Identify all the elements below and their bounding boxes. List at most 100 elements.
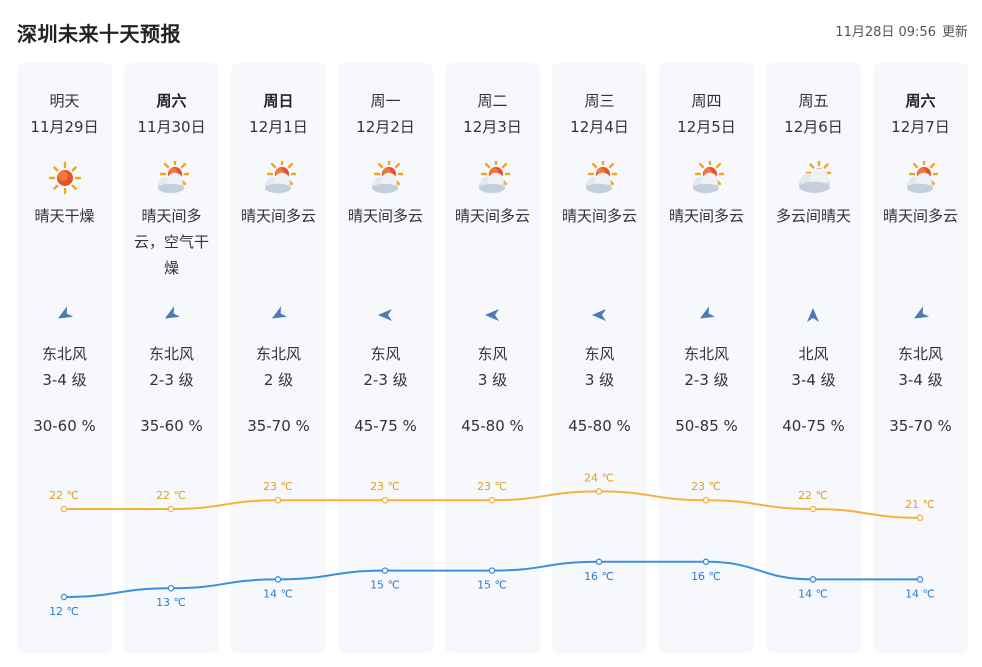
weekday-label: 周日 <box>263 92 294 110</box>
high-temp-label: 22 ℃ <box>49 489 79 502</box>
low-temp-point <box>60 593 68 601</box>
update-info: 11月28日 09:56 更新 <box>829 21 968 40</box>
humidity: 45-75 % <box>354 417 417 435</box>
date-label: 11月29日 <box>30 118 99 136</box>
forecast-day-card: 周一 12月2日 晴天间多云 东风 2-3 级 45-75 % <box>338 63 433 653</box>
humidity: 35-70 % <box>247 417 310 435</box>
weather-description: 晴天间多云 <box>347 207 423 225</box>
low-temp-point <box>488 567 496 574</box>
high-temp-point <box>702 496 710 504</box>
high-temp-point <box>809 505 817 513</box>
wind-direction: 东北风 <box>255 345 301 363</box>
high-temp-point <box>60 505 68 513</box>
low-temp-label: 14 ℃ <box>263 587 293 600</box>
partly-cloudy-icon <box>904 158 940 195</box>
forecast-day-card: 周四 12月5日 晴天间多云 东北风 2-3 级 50-85 % <box>659 63 754 653</box>
date-label: 12月1日 <box>249 118 308 136</box>
date-label: 12月7日 <box>891 118 950 136</box>
wind-level: 2 级 <box>263 371 294 389</box>
update-label: 更新 <box>941 25 968 40</box>
date-label: 11月30日 <box>137 118 206 136</box>
partly-cloudy-icon <box>155 158 191 195</box>
wind-direction: 东风 <box>370 345 401 363</box>
high-temp-label: 24 ℃ <box>584 471 614 484</box>
high-temp-point <box>167 505 175 513</box>
high-temp-point <box>381 496 389 504</box>
humidity: 45-80 % <box>568 417 631 435</box>
humidity: 50-85 % <box>675 417 738 435</box>
wind-direction: 东北风 <box>683 345 729 363</box>
wind-level: 3 级 <box>584 371 615 389</box>
high-temp-label: 22 ℃ <box>156 489 186 502</box>
low-temp-label: 12 ℃ <box>49 605 79 618</box>
wind-level: 3-4 级 <box>791 371 836 389</box>
forecast-day-card: 周三 12月4日 晴天间多云 东风 3 级 45-80 % <box>552 63 647 653</box>
forecast-day-card: 周六 11月30日 晴天间多云，空气干燥 东北风 2-3 级 35-60 % <box>124 63 219 653</box>
low-temp-label: 13 ℃ <box>156 596 186 609</box>
high-temp-point <box>595 488 603 495</box>
forecast-day-card: 明天 11月29日 晴天干燥 东北风 3-4 级 30-60 % <box>17 63 112 653</box>
wind-direction: 北风 <box>798 345 829 363</box>
weather-description: 晴天间多云，空气干燥 <box>133 207 209 277</box>
partly-cloudy-icon <box>690 158 726 195</box>
date-label: 12月2日 <box>356 118 415 136</box>
wind-direction: 东风 <box>477 345 508 363</box>
weather-description: 晴天干燥 <box>34 207 95 225</box>
wind-level: 3 级 <box>477 371 508 389</box>
wind-level: 2-3 级 <box>363 371 408 389</box>
wind-arrow-north-icon <box>803 305 823 325</box>
weather-description: 晴天间多云 <box>882 207 958 225</box>
low-temp-point <box>167 584 175 592</box>
wind-arrow-northeast-icon <box>910 305 930 325</box>
date-label: 12月6日 <box>784 118 843 136</box>
wind-direction: 东北风 <box>897 345 943 363</box>
high-temp-label: 23 ℃ <box>691 480 721 493</box>
partly-cloudy-icon <box>369 158 405 195</box>
wind-arrow-northeast-icon <box>161 305 181 325</box>
forecast-day-card: 周五 12月6日 多云间晴天 北风 3-4 级 40-75 % <box>766 63 861 653</box>
partly-cloudy-icon <box>476 158 512 195</box>
partly-cloudy-icon <box>262 158 298 195</box>
low-temp-point <box>809 576 817 583</box>
low-temp-point <box>702 558 710 566</box>
weekday-label: 周二 <box>477 92 508 110</box>
wind-arrow-east-icon <box>589 305 609 325</box>
high-temp-label: 23 ℃ <box>477 480 507 493</box>
humidity: 45-80 % <box>461 417 524 435</box>
wind-arrow-northeast-icon <box>696 305 716 325</box>
low-temp-point <box>916 576 924 583</box>
high-temp-line <box>63 490 921 519</box>
weekday-label: 周三 <box>584 92 615 110</box>
low-temp-label: 14 ℃ <box>798 587 828 600</box>
weekday-label: 周五 <box>798 92 829 110</box>
wind-arrow-east-icon <box>375 305 395 325</box>
high-temp-point <box>916 514 924 522</box>
wind-level: 3-4 级 <box>898 371 943 389</box>
weather-description: 晴天间多云 <box>561 207 637 225</box>
high-temp-point <box>274 496 282 504</box>
low-temp-label: 16 ℃ <box>584 570 614 583</box>
weekday-label: 周六 <box>156 92 187 110</box>
low-temp-label: 15 ℃ <box>477 579 507 592</box>
forecast-day-card: 周二 12月3日 晴天间多云 东风 3 级 45-80 % <box>445 63 540 653</box>
low-temp-point <box>274 576 282 583</box>
low-temp-label: 16 ℃ <box>691 570 721 583</box>
wind-arrow-east-icon <box>482 305 502 325</box>
cloudy-sunny-icon <box>797 159 833 195</box>
weekday-label: 明天 <box>49 92 80 110</box>
high-temp-point <box>488 496 496 504</box>
date-label: 12月3日 <box>463 118 522 136</box>
high-temp-label: 22 ℃ <box>798 489 828 502</box>
low-temp-label: 15 ℃ <box>370 579 400 592</box>
wind-level: 3-4 级 <box>42 371 87 389</box>
wind-arrow-northeast-icon <box>268 305 288 325</box>
humidity: 35-70 % <box>889 417 952 435</box>
low-temp-point <box>381 567 389 574</box>
update-time: 11月28日 09:56 <box>835 25 936 40</box>
date-label: 12月4日 <box>570 118 629 136</box>
forecast-day-card: 周日 12月1日 晴天间多云 东北风 2 级 35-70 % <box>231 63 326 653</box>
wind-level: 2-3 级 <box>149 371 194 389</box>
wind-direction: 东北风 <box>148 345 194 363</box>
weather-description: 晴天间多云 <box>668 207 744 225</box>
